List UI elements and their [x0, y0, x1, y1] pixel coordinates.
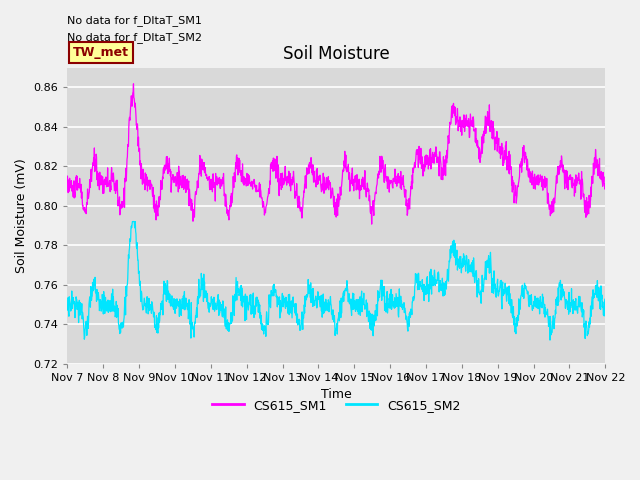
Legend: CS615_SM1, CS615_SM2: CS615_SM1, CS615_SM2 — [207, 394, 465, 417]
Line: CS615_SM1: CS615_SM1 — [67, 84, 605, 224]
CS615_SM2 — [127, 226, 135, 232]
CS615_SM2 — [602, 296, 609, 302]
Y-axis label: Soil Moisture (mV): Soil Moisture (mV) — [15, 158, 28, 273]
CS615_SM2 — [105, 303, 113, 309]
CS615_SM2 — [63, 307, 71, 313]
CS615_SM1 — [105, 182, 113, 188]
X-axis label: Time: Time — [321, 388, 352, 401]
Title: Soil Moisture: Soil Moisture — [283, 45, 390, 63]
CS615_SM1 — [303, 171, 311, 177]
CS615_SM2 — [129, 219, 136, 225]
CS615_SM2 — [313, 305, 321, 311]
CS615_SM1 — [371, 197, 378, 203]
CS615_SM1 — [292, 192, 300, 198]
Line: CS615_SM2: CS615_SM2 — [67, 222, 605, 340]
CS615_SM1 — [602, 181, 609, 187]
Text: TW_met: TW_met — [73, 46, 129, 59]
CS615_SM1 — [313, 179, 321, 185]
CS615_SM1 — [127, 98, 135, 104]
CS615_SM2 — [370, 312, 378, 318]
CS615_SM2 — [292, 301, 300, 307]
CS615_SM1 — [368, 221, 376, 227]
CS615_SM2 — [546, 337, 554, 343]
CS615_SM1 — [130, 81, 138, 87]
CS615_SM1 — [63, 173, 71, 179]
Text: No data for f_DltaT_SM1: No data for f_DltaT_SM1 — [67, 15, 202, 26]
Text: No data for f_DltaT_SM2: No data for f_DltaT_SM2 — [67, 32, 202, 43]
CS615_SM2 — [303, 294, 311, 300]
